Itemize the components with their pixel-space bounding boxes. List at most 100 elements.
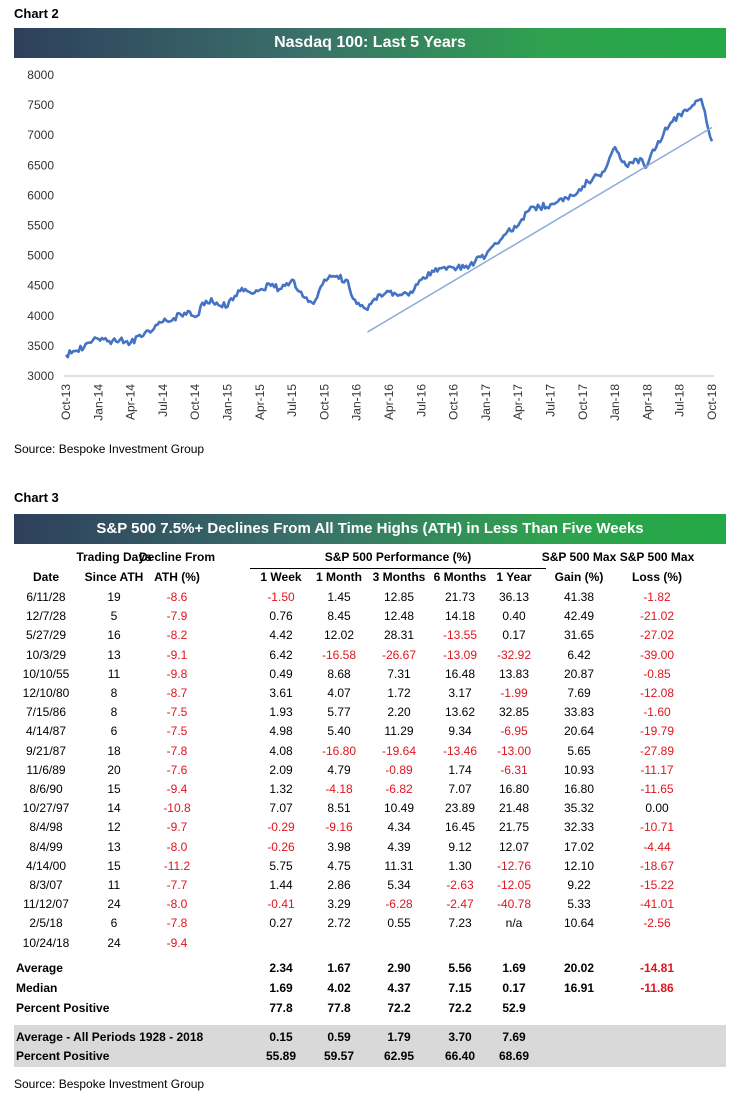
table-cell: 9.34 xyxy=(448,724,472,739)
table-cell: -39.00 xyxy=(639,647,675,662)
table-cell: -6.82 xyxy=(385,782,413,796)
table-cell: 16 xyxy=(107,628,121,643)
x-tick-label: Oct-18 xyxy=(705,384,719,420)
table-cell: 5.77 xyxy=(327,705,351,720)
all-periods-label: Percent Positive xyxy=(16,1049,110,1063)
column-header: 1 Year xyxy=(496,570,532,584)
table-cell: 7.31 xyxy=(387,666,411,681)
x-tick-label: Jul-14 xyxy=(156,384,170,417)
table-cell: 4.34 xyxy=(387,820,411,835)
column-header: ATH (%) xyxy=(154,570,200,584)
table-cell: -2.47 xyxy=(446,897,474,912)
table-cell: 7.07 xyxy=(269,801,293,816)
table-cell: 8 xyxy=(110,686,118,700)
chart3-title-banner: S&P 500 7.5%+ Declines From All Time Hig… xyxy=(14,514,726,544)
table-cell: 5.65 xyxy=(567,743,591,758)
x-tick-label: Jan-16 xyxy=(350,384,364,421)
row-date: 10/3/29 xyxy=(25,647,67,662)
row-date: 4/14/00 xyxy=(25,858,67,873)
all-periods-cell: 55.89 xyxy=(265,1049,297,1063)
chart2-source: Source: Bespoke Investment Group xyxy=(14,442,205,456)
summary-cell: 5.56 xyxy=(448,960,472,975)
table-cell: -16.80 xyxy=(321,743,357,758)
column-header: 3 Months xyxy=(372,570,426,584)
table-cell: -10.71 xyxy=(639,820,675,835)
table-cell: -12.05 xyxy=(496,878,532,892)
table-cell: 31.65 xyxy=(563,628,595,643)
y-tick-label: 4000 xyxy=(27,309,54,323)
table-cell: -4.44 xyxy=(643,839,671,854)
all-periods-cell: 68.69 xyxy=(498,1049,530,1063)
table-cell: 6.42 xyxy=(269,647,293,662)
x-tick-label: Oct-17 xyxy=(576,384,590,420)
table-cell: -40.78 xyxy=(496,897,532,912)
table-cell: -11.65 xyxy=(640,782,674,796)
table-cell: 12.07 xyxy=(498,839,530,854)
table-cell: 1.32 xyxy=(269,782,293,796)
all-periods-label: Average - All Periods 1928 - 2018 xyxy=(16,1030,204,1044)
table-cell: 0.17 xyxy=(502,628,526,643)
table-cell: 21.48 xyxy=(498,801,530,816)
table-cell: 4.79 xyxy=(327,762,351,777)
table-cell: 10.93 xyxy=(563,762,595,777)
table-cell: -9.16 xyxy=(325,820,353,835)
all-periods-cell: 1.79 xyxy=(387,1030,411,1044)
all-periods-cell: 0.15 xyxy=(269,1030,293,1044)
summary-label: Average xyxy=(16,960,63,975)
table-cell: -9.4 xyxy=(166,782,188,796)
table-cell: 10.49 xyxy=(383,801,415,816)
table-cell: 35.32 xyxy=(563,801,595,816)
row-date: 6/11/28 xyxy=(26,590,66,604)
table-cell: -7.5 xyxy=(166,724,188,739)
row-date: 11/12/07 xyxy=(23,897,69,912)
table-cell: -32.92 xyxy=(496,647,532,662)
nasdaq-line-chart: 3000 3500 4000 4500 5000 5500 6000 6500 7000 7500… xyxy=(27,68,719,421)
all-periods-cell: 3.70 xyxy=(448,1030,472,1044)
table-cell: 0.00 xyxy=(645,801,669,816)
table-cell: -6.31 xyxy=(500,762,528,777)
x-tick-label: Jan-14 xyxy=(91,384,105,421)
row-date: 9/21/87 xyxy=(25,743,67,758)
table-cell: 21.75 xyxy=(498,820,530,835)
row-date: 7/15/86 xyxy=(25,705,67,720)
table-cell: -4.18 xyxy=(325,782,353,796)
table-cell: -1.50 xyxy=(267,590,295,604)
table-cell: 0.55 xyxy=(387,916,411,931)
table-cell: 6 xyxy=(110,724,118,739)
table-cell: -16.58 xyxy=(321,647,357,662)
table-cell: 28.31 xyxy=(383,628,415,643)
table-cell: 16.45 xyxy=(444,820,476,835)
x-tick-label: Oct-15 xyxy=(317,384,331,420)
table-cell: 20 xyxy=(107,762,121,777)
table-cell: 4.98 xyxy=(269,724,293,739)
summary-cell: 1.69 xyxy=(269,980,293,995)
table-cell: -6.95 xyxy=(500,724,528,739)
table-cell: 36.13 xyxy=(498,590,530,604)
chart3-source: Source: Bespoke Investment Group xyxy=(14,1077,205,1091)
chart2-title-banner: Nasdaq 100: Last 5 Years xyxy=(14,28,726,58)
table-cell: -0.29 xyxy=(267,820,295,835)
table-cell: 13.83 xyxy=(498,666,530,681)
table-cell: 3.61 xyxy=(269,686,293,700)
x-tick-label: Apr-15 xyxy=(253,384,267,420)
table-cell: -9.1 xyxy=(166,647,188,662)
table-cell: 12.85 xyxy=(383,590,415,604)
row-date: 8/4/98 xyxy=(29,820,63,835)
table-cell: -2.63 xyxy=(446,878,474,892)
x-tick-label: Jul-17 xyxy=(544,384,558,417)
table-cell: 41.38 xyxy=(563,590,595,604)
table-cell: -26.67 xyxy=(381,647,417,662)
table-cell: 5.40 xyxy=(327,724,351,739)
table-cell: -27.02 xyxy=(639,628,675,643)
table-cell: -15.22 xyxy=(639,878,675,892)
row-date: 2/5/18 xyxy=(29,916,63,931)
y-tick-label: 3500 xyxy=(27,339,54,353)
table-cell: 16.80 xyxy=(563,782,595,796)
table-cell: -13.00 xyxy=(496,743,532,758)
table-cell: 5 xyxy=(110,609,118,624)
table-cell: 6.42 xyxy=(567,647,591,662)
summary-cell: 72.2 xyxy=(448,1000,472,1015)
row-date: 10/27/97 xyxy=(22,801,70,816)
column-header: Decline From xyxy=(138,550,216,564)
y-tick-label: 7500 xyxy=(27,98,54,112)
